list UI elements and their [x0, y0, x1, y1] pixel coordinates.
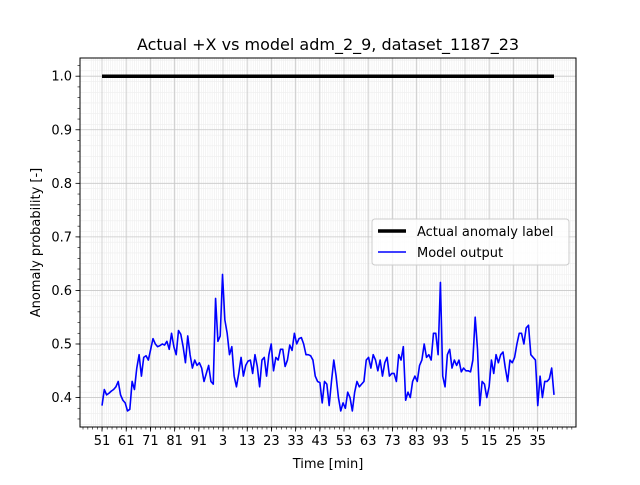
x-tick-label: 15 — [481, 434, 498, 449]
legend-box — [371, 218, 570, 266]
y-tick-label: 0.4 — [51, 391, 72, 406]
legend-label-model: Model output — [417, 246, 503, 261]
x-tick-label: 61 — [118, 434, 135, 449]
x-tick-label: 63 — [360, 434, 377, 449]
plot-frame — [79, 57, 577, 428]
y-tick-label: 0.6 — [51, 284, 72, 299]
series-layer — [101, 74, 555, 412]
chart-title: Actual +X vs model adm_2_9, dataset_1187… — [137, 35, 519, 55]
y-axis-label: Anomaly probability [-] — [29, 168, 44, 317]
x-tick-label: 5 — [461, 434, 469, 449]
x-tick-label: 25 — [505, 434, 522, 449]
x-tick-label: 43 — [312, 434, 329, 449]
series-line-model-output — [101, 273, 555, 412]
x-tick-label: 3 — [219, 434, 227, 449]
x-tick-label: 51 — [94, 434, 111, 449]
x-tick-label: 23 — [263, 434, 280, 449]
y-tick-label: 1.0 — [51, 70, 72, 85]
x-tick-label: 53 — [336, 434, 353, 449]
axis-layer: 51 61 71 81 91 3 13 23 33 43 53 63 73 83 93 5 15 25 35 0.4 0… — [51, 65, 573, 449]
x-tick-label: 73 — [384, 434, 401, 449]
y-tick-label: 0.7 — [51, 230, 72, 245]
x-tick-label: 91 — [191, 434, 208, 449]
x-tick-label: 93 — [433, 434, 450, 449]
x-tick-label: 81 — [166, 434, 183, 449]
x-tick-label: 35 — [529, 434, 546, 449]
x-tick-label: 71 — [142, 434, 159, 449]
y-tick-label: 0.8 — [51, 177, 72, 192]
y-tick-label: 0.9 — [51, 123, 72, 138]
x-tick-label: 13 — [239, 434, 256, 449]
x-tick-label: 33 — [287, 434, 304, 449]
legend-label-actual: Actual anomaly label — [417, 225, 554, 240]
x-axis-label: Time [min] — [292, 457, 364, 472]
x-tick-label: 83 — [408, 434, 425, 449]
legend: Actual anomaly label Model output — [371, 218, 570, 266]
y-tick-label: 0.5 — [51, 337, 72, 352]
